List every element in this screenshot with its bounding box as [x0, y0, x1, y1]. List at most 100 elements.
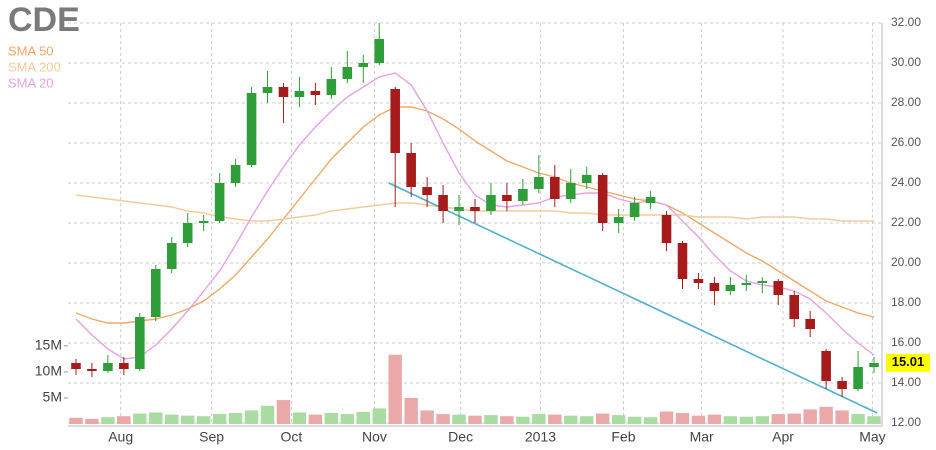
volume-bar [532, 414, 546, 424]
x-tick-label: Feb [611, 429, 635, 445]
y-tick-label: 18.00 [891, 295, 921, 309]
volume-bar [627, 416, 642, 424]
volume-bar [516, 416, 530, 424]
candle-body [310, 91, 321, 95]
x-tick-label: Aug [108, 429, 133, 445]
x-tick-label: Sep [199, 429, 224, 445]
volume-bar [691, 415, 706, 424]
volume-bar [835, 410, 849, 424]
volume-bar [228, 413, 243, 424]
volume-bar [484, 415, 498, 424]
y-tick-label: 20.00 [891, 255, 921, 269]
candle-layer [71, 23, 879, 397]
volume-bar [548, 414, 562, 424]
y2-tick-label: 15M [35, 337, 62, 353]
x-tick-label: Apr [772, 429, 794, 445]
candle-body [390, 89, 400, 153]
x-tick-label: Oct [281, 429, 303, 445]
candle-body [166, 243, 177, 269]
candle-body [262, 87, 273, 93]
volume-bar [196, 416, 211, 424]
volume-bar [564, 415, 578, 424]
candle-body [230, 165, 241, 183]
x-tick-label: Dec [448, 429, 473, 445]
volume-bar [468, 415, 482, 424]
candle-body [486, 195, 496, 211]
y-tick-label: 30.00 [891, 55, 921, 69]
volume-bar [787, 413, 801, 424]
y-tick-label: 28.00 [891, 95, 921, 109]
y-tick-label: 14.00 [891, 375, 921, 389]
y-tick-label: 16.00 [891, 335, 921, 349]
candle-body [470, 207, 480, 211]
volume-bar [851, 414, 865, 424]
candle-body [869, 363, 879, 367]
candle-body [629, 203, 640, 217]
volume-bar [133, 413, 147, 424]
x-tick-label: 2013 [525, 429, 556, 445]
candle-body [438, 195, 448, 211]
text-layer: 12.00 14.00 16.00 18.00 20.00 22.00 24.00 26.00… [8, 15, 930, 445]
y-tick-label: 12.00 [891, 415, 921, 429]
legend-label: SMA 200 [8, 59, 61, 74]
candle-body [757, 281, 768, 283]
volume-bar [117, 416, 131, 424]
volume-bar [101, 417, 115, 424]
x-tick-label: Mar [690, 429, 714, 445]
candle-body [725, 285, 736, 291]
candle-body [358, 63, 369, 67]
x-tick-label: May [859, 429, 885, 445]
candle-body [613, 217, 624, 223]
candle-body [741, 283, 752, 285]
last-price-box [886, 353, 930, 372]
volume-bar [308, 414, 323, 424]
volume-bar [436, 414, 450, 424]
volume-bar [292, 412, 307, 424]
candle-body [709, 283, 720, 291]
candle-body [103, 363, 113, 371]
candle-body [119, 363, 129, 369]
candle-body [182, 223, 193, 243]
volume-bar [580, 416, 594, 424]
volume-bar [675, 413, 690, 424]
candle-body [821, 351, 831, 381]
volume-bar [803, 409, 817, 424]
candle-body [214, 183, 225, 221]
volume-bar [356, 412, 370, 424]
candle-body [406, 153, 416, 187]
x-tick-label: Nov [362, 429, 387, 445]
volume-bar [212, 414, 227, 424]
y-tick-label: 24.00 [891, 175, 921, 189]
sma-line [75, 106, 875, 324]
candle-body [71, 363, 81, 369]
candle-body [518, 189, 528, 201]
volume-bar [340, 414, 355, 424]
candle-body [597, 175, 608, 223]
candle-body [693, 279, 704, 283]
y-tick-label: 32.00 [891, 15, 921, 29]
volume-bar [324, 413, 339, 424]
volume-bar [276, 400, 291, 424]
volume-bar [452, 414, 466, 424]
candle-body [789, 295, 800, 319]
volume-bar [420, 410, 434, 424]
legend-label: SMA 20 [8, 75, 54, 90]
candle-body [853, 367, 863, 389]
candle-body [278, 87, 289, 97]
candle-body [135, 317, 145, 369]
candle-body [326, 79, 337, 95]
volume-bar [739, 416, 754, 424]
candle-body [150, 269, 161, 317]
volume-bar [867, 416, 881, 424]
y2-tick-label: 10M [35, 363, 62, 379]
candle-body [581, 175, 592, 183]
last-price-label: 15.01 [892, 354, 925, 369]
volume-bar [372, 408, 386, 424]
volume-bar [611, 415, 626, 424]
volume-bar [165, 414, 179, 424]
grid-layer [64, 22, 883, 427]
candle-body [342, 67, 353, 79]
candle-body [294, 91, 305, 97]
